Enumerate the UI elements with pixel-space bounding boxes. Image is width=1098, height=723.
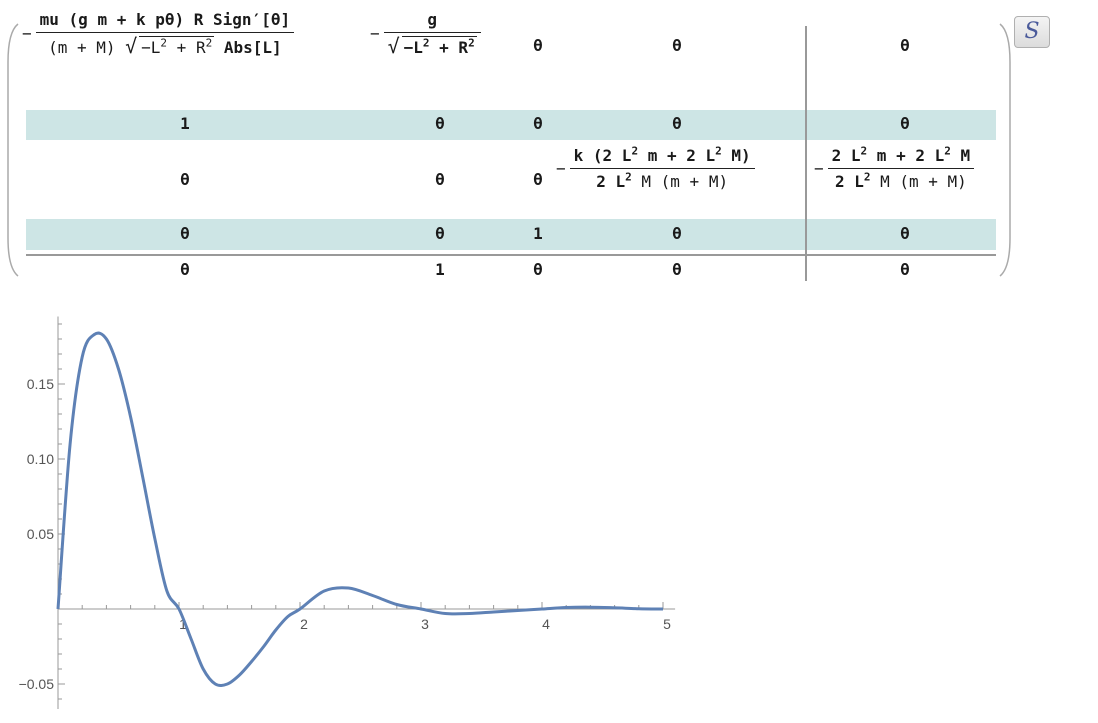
matrix-cell-r4c4: θ	[672, 224, 682, 243]
matrix-cell-r4c5: θ	[900, 224, 910, 243]
plot-tick-labels: 1 2 3 4 5 0.15 0.10 0.05 −0.05	[19, 376, 672, 692]
y-tick-label: 0.05	[27, 526, 54, 542]
y-tick-label: 0.15	[27, 376, 54, 392]
x-tick-label: 3	[421, 616, 429, 632]
matrix-cell-r3c2: θ	[435, 170, 445, 189]
plot-axes	[57, 316, 676, 709]
matrix-cell-r1c3: θ	[533, 36, 543, 55]
matrix-output: − mu (g m + k pθ) R Sign′[θ] (m + M) √ −L…	[0, 0, 1098, 300]
right-bracket	[999, 23, 1011, 277]
x-tick-label: 1	[179, 616, 187, 632]
matrix-cell-r2c3: θ	[533, 114, 543, 133]
matrix-cell-r1c1: − mu (g m + k pθ) R Sign′[θ] (m + M) √ −L…	[22, 10, 295, 58]
matrix-cell-r5c1: θ	[180, 260, 190, 279]
matrix-cell-r5c2: 1	[435, 260, 445, 279]
x-tick-label: 5	[663, 616, 671, 632]
matrix-cell-r2c4: θ	[672, 114, 682, 133]
matrix-cell-r3c1: θ	[180, 170, 190, 189]
matrix-cell-r5c4: θ	[672, 260, 682, 279]
stylized-s-icon[interactable]: S	[1014, 16, 1050, 48]
matrix-cell-r2c5: θ	[900, 114, 910, 133]
matrix-cell-r3c3: θ	[533, 170, 543, 189]
matrix-cell-r4c3: 1	[533, 224, 543, 243]
matrix-cell-r1c4: θ	[672, 36, 682, 55]
matrix-cell-r3c4: − k (2 L2 m + 2 L2 M) 2 L2 M (m + M)	[556, 146, 755, 191]
matrix-cell-r5c5: θ	[900, 260, 910, 279]
damped-oscillation-plot: 1 2 3 4 5 0.15 0.10 0.05 −0.05	[19, 316, 676, 709]
x-tick-label: 2	[300, 616, 308, 632]
matrix-cell-r1c5: θ	[900, 36, 910, 55]
highlight-row-4	[26, 219, 996, 250]
left-bracket	[7, 23, 19, 277]
y-tick-label: −0.05	[19, 676, 55, 692]
column-divider	[805, 26, 807, 281]
matrix-cell-r2c2: θ	[435, 114, 445, 133]
matrix-cell-r5c3: θ	[533, 260, 543, 279]
matrix-cell-r4c1: θ	[180, 224, 190, 243]
y-tick-label: 0.10	[27, 451, 54, 467]
highlight-row-2	[26, 110, 996, 140]
matrix-cell-r4c2: θ	[435, 224, 445, 243]
x-tick-label: 4	[542, 616, 550, 632]
row-divider	[26, 254, 996, 256]
series-line	[56, 331, 664, 687]
matrix-cell-r3c5: − 2 L2 m + 2 L2 M 2 L2 M (m + M)	[814, 146, 975, 191]
matrix-cell-r1c2: − g √ −L2 + R2	[370, 10, 481, 58]
matrix-cell-r2c1: 1	[180, 114, 190, 133]
